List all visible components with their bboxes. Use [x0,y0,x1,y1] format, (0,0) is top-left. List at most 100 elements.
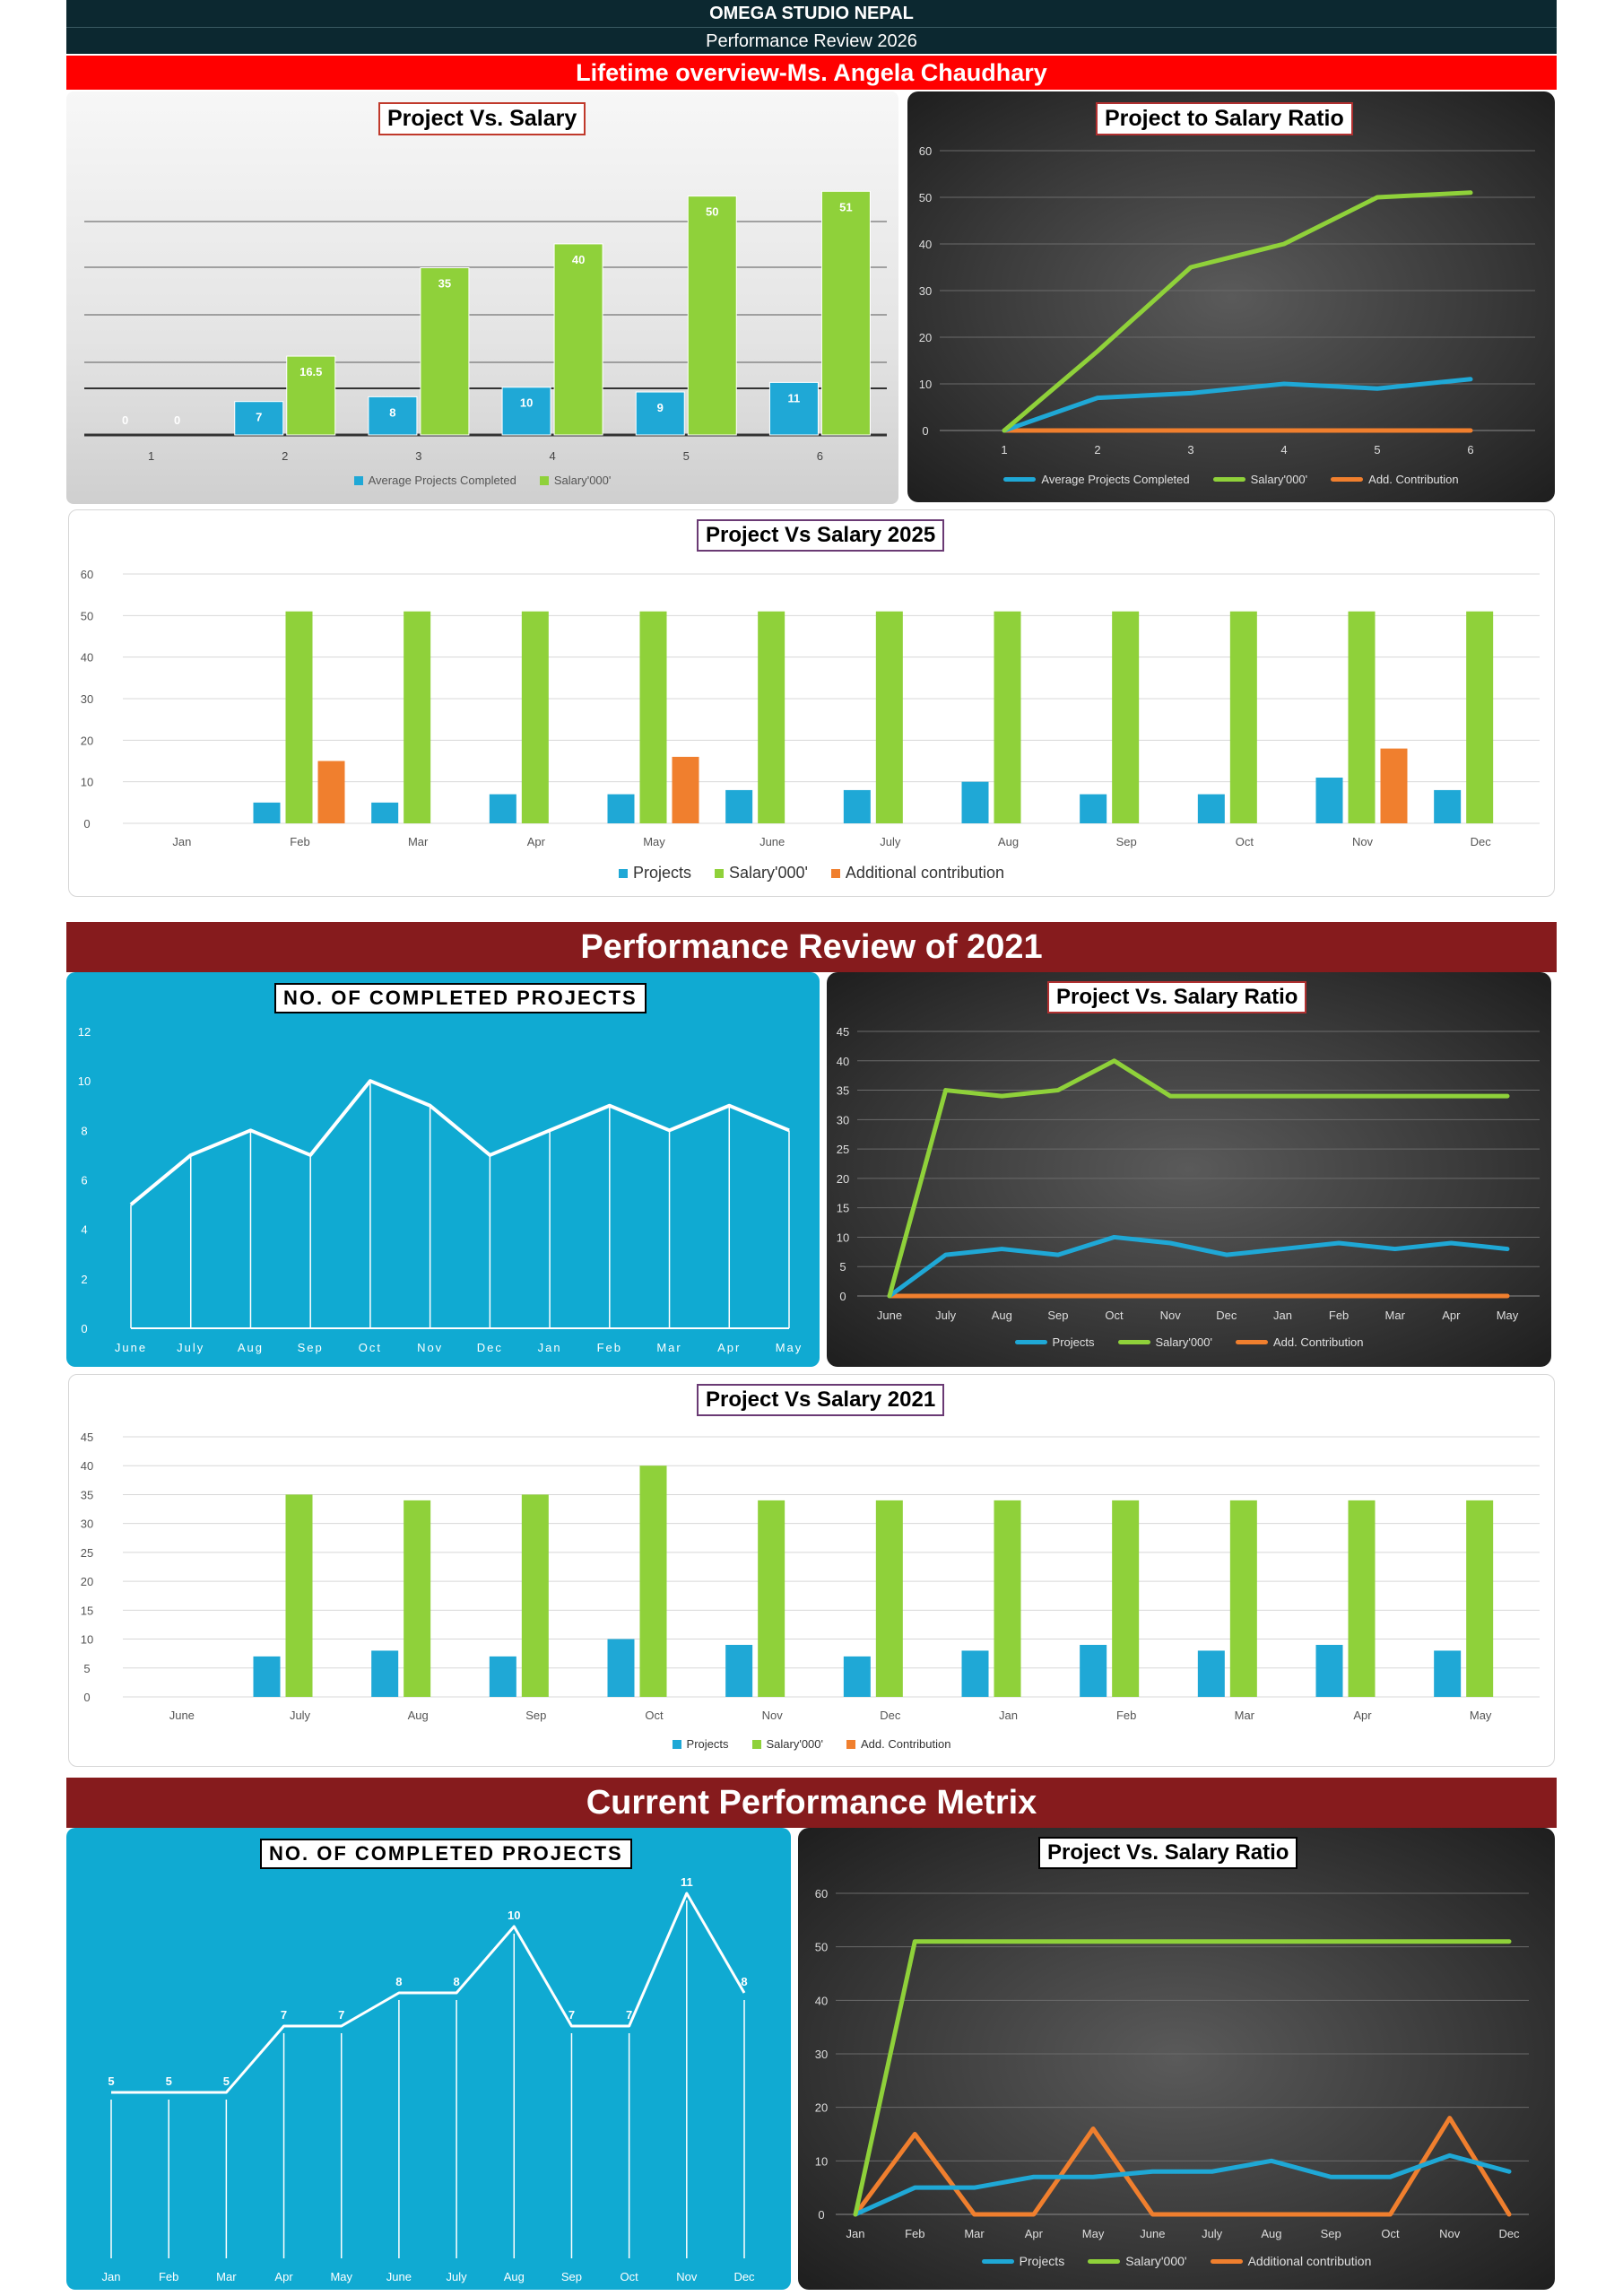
legend-item: Add. Contribution [846,1737,950,1751]
salary-bar [758,611,785,823]
legend-swatch [1117,1340,1150,1344]
x-tick-label: Apr [717,1341,741,1354]
x-tick-label: June [877,1309,902,1322]
review-subtitle: Performance Review 2026 [66,27,1557,54]
x-tick-label: Apr [1442,1309,1461,1322]
salary-bar [875,611,903,823]
legend-label: Add. Contribution [1368,473,1459,486]
y-tick-label: 2 [81,1273,87,1286]
projects-bar [768,381,819,436]
y-tick-label: 20 [837,1172,849,1186]
x-tick-label: 3 [415,449,421,463]
data-label: 7 [568,2008,575,2022]
salary-bar [875,1500,903,1697]
x-tick-label: May [776,1341,803,1354]
legend-item: Average Projects Completed [1003,473,1190,486]
projects-bar [371,802,399,823]
x-tick-label: July [447,2270,468,2283]
projects-bar [501,387,551,436]
legend-label: Average Projects Completed [1041,473,1190,486]
legend-item: Projects [618,864,691,883]
x-tick-label: Oct [1381,2227,1400,2240]
legend-label: Projects [686,1737,729,1751]
x-tick-label: Aug [992,1309,1012,1322]
y-tick-label: 0 [83,1691,90,1704]
x-tick-label: Oct [1105,1309,1124,1322]
y-tick-label: 4 [81,1223,87,1237]
y-tick-label: 25 [81,1546,93,1560]
y-tick-label: 40 [81,1459,93,1473]
data-label: 5 [108,2074,114,2088]
x-tick-label: Dec [1498,2227,1520,2240]
y-tick-label: 35 [837,1084,849,1098]
y-tick-label: 12 [78,1025,91,1039]
salary-bar [1466,611,1494,823]
salary-bar [1466,1500,1494,1697]
x-tick-label: Nov [1352,835,1374,848]
series-line-0 [853,2152,1512,2217]
chart-svg: 0 5 10 15 20 25 30 35 40 45 June July Aug Sep Oct Nov De… [81,1431,1540,1722]
x-tick-label: Mar [964,2227,985,2240]
projects-bar [607,794,635,823]
series-line-1 [1002,190,1473,433]
x-tick-label: Sep [1047,1309,1068,1322]
chart-svg: 0 10 20 30 40 50 60 1 2 3 4 5 6 [919,144,1535,457]
section-review-2021: Performance Review of 2021 [66,922,1557,972]
x-tick-label: June [386,2270,412,2283]
y-tick-label: 50 [919,191,932,204]
data-label: 7 [256,411,262,424]
chart-svg: 0 10 20 30 40 50 60 Jan Feb Mar Apr May June July Aug S… [81,568,1540,848]
chart-title: Project to Salary Ratio [1096,102,1353,135]
salary-bar [994,1500,1021,1697]
projects-bar [961,781,989,823]
x-tick-label: Mar [216,2270,237,2283]
x-tick-label: Aug [408,1709,429,1722]
data-label: 11 [788,391,801,404]
x-tick-label: Apr [274,2270,293,2283]
x-tick-label: 2 [282,449,288,463]
y-tick-label: 50 [815,1941,828,1954]
x-tick-label: May [330,2270,352,2283]
salary-2025-chart: 0 10 20 30 40 50 60 Jan Feb Mar Apr May June July Aug S… [68,509,1555,897]
legend-swatch [981,2258,1014,2264]
chart-svg: 0 10 20 30 40 50 60 Jan Feb Mar Apr May June July Aug S… [815,1887,1529,2240]
x-tick-label: Sep [1321,2227,1341,2240]
x-tick-label: Aug [504,2270,525,2283]
salary-bar [994,611,1021,823]
data-label: 10 [520,396,533,410]
x-tick-label: Nov [1439,2227,1461,2240]
contribution-bar [317,761,345,823]
y-tick-label: 25 [837,1143,849,1156]
legend-item: Salary'000' [714,864,808,883]
projects-bar [1080,794,1107,823]
data-label: 35 [438,277,451,291]
legend-item: Projects [981,2254,1064,2268]
x-tick-label: Dec [477,1341,503,1354]
data-label: 9 [657,401,664,414]
x-tick-label: Dec [880,1709,901,1722]
y-tick-label: 60 [81,568,93,581]
projects-2021-chart: 0 2 4 6 8 10 12 June July Aug Sep Oct Nov Dec Jan Feb Ma… [66,972,820,1367]
data-label: 7 [626,2008,632,2022]
x-tick-label: Dec [733,2270,755,2283]
legend-swatch [830,868,840,878]
projects-bar [253,1656,281,1697]
x-tick-label: Mar [1385,1309,1406,1322]
salary-bar [286,355,336,436]
x-tick-label: Jan [999,1709,1018,1722]
y-tick-label: 30 [837,1113,849,1126]
legend-label: Salary'000' [728,864,808,882]
x-tick-label: Feb [1116,1709,1136,1722]
legend-label: Additional contribution [845,864,1005,882]
legend-swatch [1212,477,1245,482]
chart-title: Project Vs. Salary [378,102,586,135]
projects-bar [843,789,871,823]
x-tick-label: Feb [597,1341,622,1354]
projects-bar [253,802,281,823]
y-tick-label: 0 [81,1322,87,1335]
legend-swatch [751,1739,761,1749]
data-label: 8 [453,1975,459,1988]
y-tick-label: 30 [81,1518,93,1531]
salary-bar [285,1494,313,1697]
